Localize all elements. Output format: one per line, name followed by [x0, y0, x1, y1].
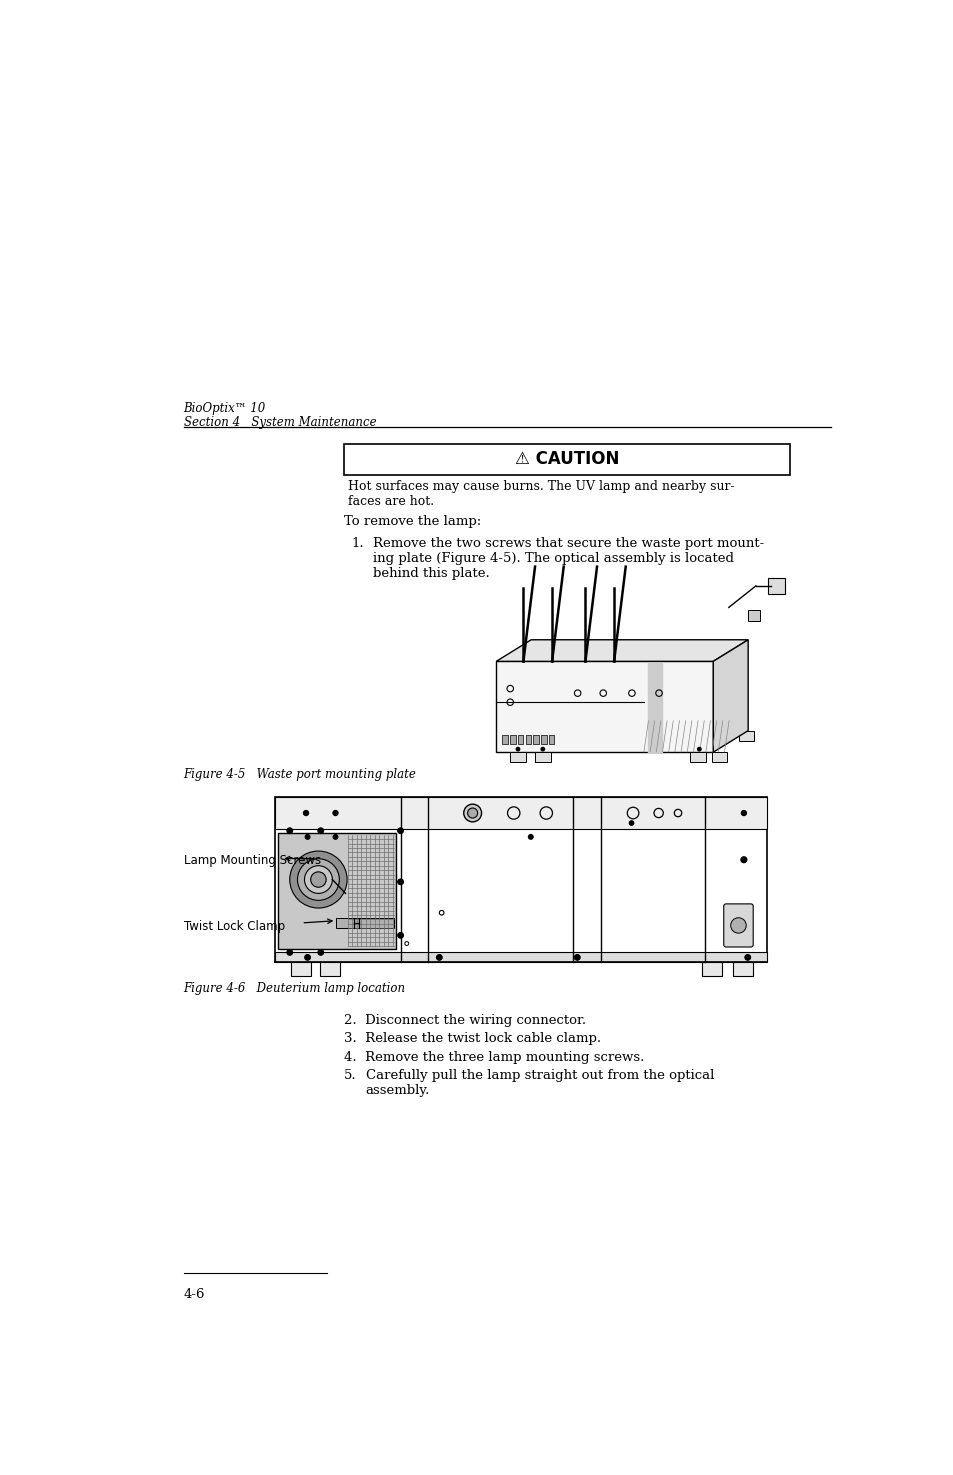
Text: Twist Lock Clamp: Twist Lock Clamp: [183, 920, 284, 932]
Text: To remove the lamp:: To remove the lamp:: [344, 515, 480, 528]
Circle shape: [287, 827, 293, 833]
Bar: [540, 735, 546, 745]
Text: Lamp Mounting Screws: Lamp Mounting Screws: [183, 854, 320, 867]
Circle shape: [304, 954, 310, 960]
Bar: [278, 833, 395, 950]
Circle shape: [397, 827, 403, 833]
Text: 5.: 5.: [344, 1069, 356, 1083]
Text: Section 4   System Maintenance: Section 4 System Maintenance: [183, 416, 375, 429]
Bar: [711, 752, 726, 763]
Circle shape: [528, 835, 533, 839]
Circle shape: [467, 808, 477, 819]
Circle shape: [333, 835, 337, 839]
Text: 2.  Disconnect the wiring connector.: 2. Disconnect the wiring connector.: [344, 1013, 585, 1027]
Bar: [335, 917, 394, 928]
Bar: [510, 735, 516, 745]
Bar: [510, 752, 525, 763]
Circle shape: [297, 858, 339, 900]
FancyBboxPatch shape: [723, 904, 753, 947]
Circle shape: [397, 932, 403, 938]
Circle shape: [629, 822, 633, 825]
Circle shape: [740, 811, 745, 816]
Text: 4.  Remove the three lamp mounting screws.: 4. Remove the three lamp mounting screws…: [344, 1052, 643, 1063]
Text: Hot surfaces may cause burns. The UV lamp and nearby sur-
faces are hot.: Hot surfaces may cause burns. The UV lam…: [348, 479, 734, 507]
Text: ⚠ CAUTION: ⚠ CAUTION: [514, 450, 618, 469]
Circle shape: [730, 917, 745, 934]
Bar: [732, 962, 753, 976]
Bar: [689, 752, 705, 763]
Bar: [548, 735, 554, 745]
Bar: [517, 735, 523, 745]
Bar: [533, 735, 538, 745]
Circle shape: [290, 851, 347, 909]
Text: Carefully pull the lamp straight out from the optical
assembly.: Carefully pull the lamp straight out fro…: [365, 1069, 714, 1097]
Bar: [502, 735, 507, 745]
Circle shape: [317, 827, 323, 833]
Bar: [525, 735, 531, 745]
Polygon shape: [496, 640, 747, 661]
Text: Figure 4-6   Deuterium lamp location: Figure 4-6 Deuterium lamp location: [183, 982, 405, 994]
FancyBboxPatch shape: [344, 444, 789, 475]
Bar: [274, 796, 766, 829]
FancyBboxPatch shape: [496, 661, 713, 752]
Text: 3.  Release the twist lock cable clamp.: 3. Release the twist lock cable clamp.: [344, 1032, 600, 1046]
FancyBboxPatch shape: [274, 796, 766, 962]
Circle shape: [333, 811, 337, 816]
Circle shape: [305, 835, 310, 839]
Bar: [747, 609, 759, 621]
Text: 4-6: 4-6: [183, 1288, 205, 1301]
Bar: [701, 962, 721, 976]
Circle shape: [303, 811, 308, 816]
Circle shape: [697, 748, 700, 751]
Circle shape: [436, 954, 442, 960]
Circle shape: [744, 954, 750, 960]
Circle shape: [463, 804, 481, 822]
Circle shape: [317, 950, 323, 956]
Bar: [738, 730, 754, 740]
Circle shape: [516, 748, 519, 751]
Bar: [535, 752, 550, 763]
Bar: [291, 962, 311, 976]
Text: BioOptix™ 10: BioOptix™ 10: [183, 401, 266, 414]
Bar: [274, 953, 766, 962]
Circle shape: [574, 954, 579, 960]
Bar: [319, 962, 340, 976]
Text: Figure 4-5   Waste port mounting plate: Figure 4-5 Waste port mounting plate: [183, 767, 416, 780]
Circle shape: [311, 872, 326, 888]
Circle shape: [304, 866, 332, 894]
Polygon shape: [713, 640, 747, 752]
Circle shape: [740, 857, 746, 863]
Circle shape: [397, 879, 403, 885]
Circle shape: [287, 950, 293, 956]
Text: Remove the two screws that secure the waste port mount-
ing plate (Figure 4-5). : Remove the two screws that secure the wa…: [373, 537, 763, 580]
Bar: [767, 578, 783, 593]
Text: 1.: 1.: [352, 537, 364, 550]
Circle shape: [540, 748, 544, 751]
